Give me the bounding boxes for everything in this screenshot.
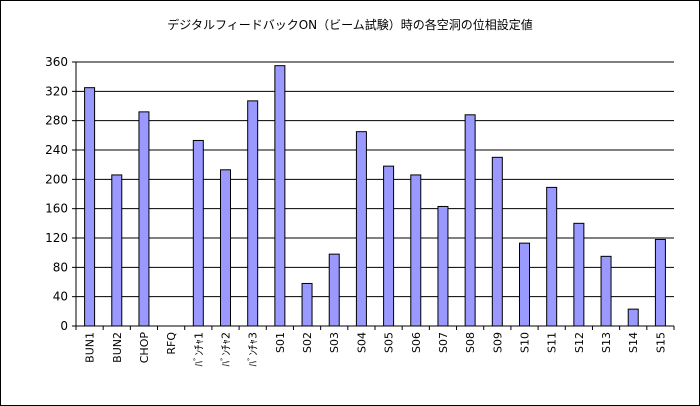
bar-12: [383, 165, 395, 327]
bar-9: [301, 282, 313, 327]
bar-22: [654, 238, 666, 327]
x-tick-label: RFQ: [165, 332, 178, 355]
x-tick-label: ﾊﾞﾝﾁｬ3: [247, 332, 260, 367]
chart-title: デジタルフィードバックON（ビーム試験）時の各空洞の位相設定値: [167, 18, 533, 32]
y-tick-label: 320: [45, 84, 68, 98]
bar-5: [192, 139, 204, 327]
y-tick-label: 240: [45, 143, 68, 157]
x-tick-label: S03: [328, 332, 341, 353]
x-tick-label: S14: [627, 332, 640, 353]
x-tick-label: S07: [437, 332, 450, 353]
x-tick-label: ﾊﾞﾝﾁｬ2: [220, 332, 233, 367]
bar-13: [410, 174, 422, 327]
y-axis-ticks: 0 40 80 120 160 200 240 280 320 360: [45, 55, 76, 333]
y-tick-label: 200: [45, 172, 68, 186]
y-tick-label: 80: [53, 260, 68, 274]
y-tick-label: 0: [60, 319, 68, 333]
x-tick-label: S01: [274, 332, 287, 353]
bar-10: [328, 253, 340, 327]
bar-7: [247, 100, 259, 327]
y-tick-label: 360: [45, 55, 68, 69]
x-axis-ticks: BUN1 BUN2 CHOP RFQ ﾊﾞﾝﾁｬ1 ﾊﾞﾝﾁｬ2 ﾊﾞﾝﾁｬ3 S01 S02 S…: [75, 326, 675, 367]
bar-18: [546, 186, 558, 327]
bar-8: [274, 65, 286, 327]
bar-2: [111, 174, 123, 327]
y-tick-label: 160: [45, 202, 68, 216]
bar-17: [519, 242, 530, 327]
y-tick-label: 280: [45, 114, 68, 128]
bar-15: [464, 114, 476, 327]
x-tick-label: ﾊﾞﾝﾁｬ1: [192, 332, 205, 367]
x-tick-label: S02: [301, 332, 314, 353]
bar-16: [491, 156, 503, 327]
x-tick-label: S08: [464, 332, 477, 353]
bar-20: [600, 255, 612, 327]
bar-6: [220, 169, 231, 327]
x-tick-label: BUN2: [111, 332, 124, 363]
x-tick-label: S11: [546, 332, 559, 353]
x-tick-label: BUN1: [84, 332, 97, 363]
x-tick-label: S12: [573, 332, 586, 353]
x-tick-label: S05: [383, 332, 396, 353]
x-tick-label: S10: [519, 332, 532, 353]
x-tick-label: CHOP: [138, 332, 151, 364]
bar-1: [84, 87, 96, 327]
bar-11: [355, 131, 367, 327]
x-tick-label: S06: [410, 332, 423, 353]
bar-19: [573, 222, 585, 327]
x-tick-label: S09: [491, 332, 504, 353]
bar-21: [627, 308, 639, 327]
bar-3: [138, 111, 150, 327]
x-tick-label: S04: [355, 332, 368, 353]
x-tick-label: S15: [654, 332, 667, 353]
y-tick-label: 120: [45, 231, 68, 245]
x-tick-label: S13: [600, 332, 613, 353]
y-tick-label: 40: [53, 290, 68, 304]
bar-14: [437, 205, 449, 327]
